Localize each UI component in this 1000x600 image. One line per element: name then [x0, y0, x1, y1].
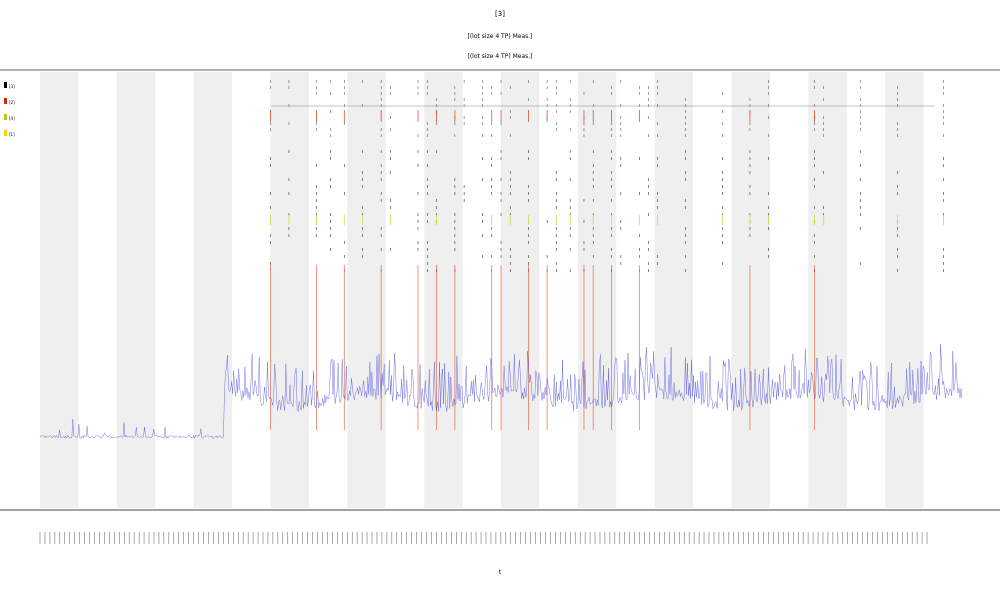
title-line-1: [3]: [495, 10, 505, 18]
title-line-3: [(lot size 4 TP) Meas.]: [468, 53, 533, 60]
legend-label: [2]: [9, 100, 15, 105]
legend: [3] [2] [4] [1]: [4, 82, 15, 137]
legend-swatch: [4, 114, 7, 120]
legend-label: [1]: [9, 132, 15, 137]
background-band: [424, 72, 463, 508]
background-band: [501, 72, 540, 508]
x-axis-label: t: [499, 569, 502, 576]
background-band: [731, 72, 770, 508]
background-band: [347, 72, 386, 508]
background-band: [577, 72, 617, 508]
series-line: [39, 344, 963, 440]
background-band: [193, 72, 233, 508]
x-axis-ticks: [39, 532, 928, 544]
chart-title: [3] [(lot size 4 TP) Meas.] [(lot size 4…: [468, 10, 533, 60]
background-band: [654, 72, 694, 508]
background-band: [40, 72, 79, 508]
background-bands: [40, 72, 924, 508]
background-band: [885, 72, 924, 508]
legend-label: [3]: [9, 84, 15, 89]
title-line-2: [(lot size 4 TP) Meas.]: [468, 33, 533, 40]
background-band: [808, 72, 847, 508]
legend-swatch: [4, 98, 7, 104]
legend-label: [4]: [9, 116, 15, 121]
legend-swatch: [4, 130, 7, 136]
background-band: [270, 72, 309, 508]
background-band: [116, 72, 156, 508]
blue-trace: [39, 344, 963, 440]
event-markers: [270, 80, 944, 430]
legend-swatch: [4, 82, 7, 88]
